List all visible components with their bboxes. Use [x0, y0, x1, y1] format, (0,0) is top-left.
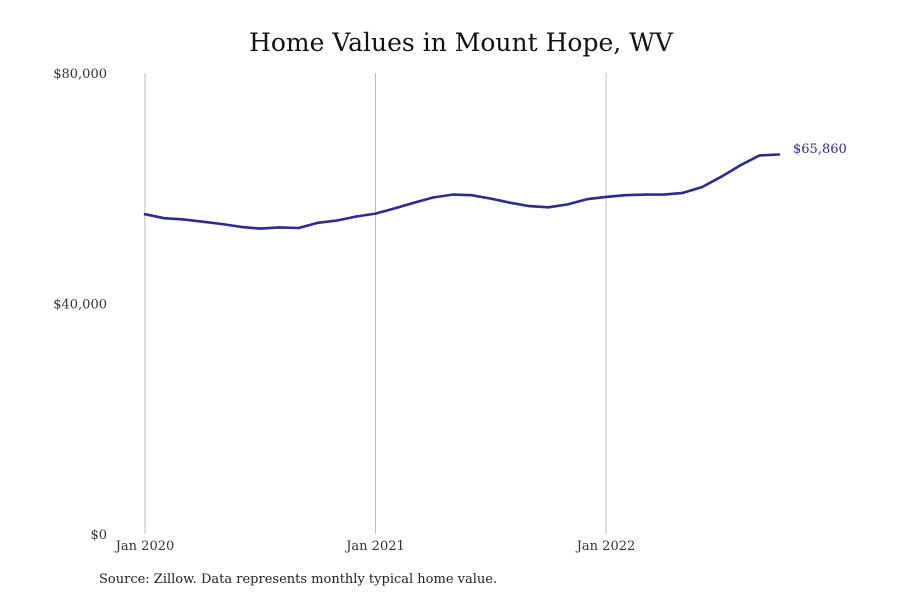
y-tick-label: $80,000 [53, 67, 107, 82]
y-axis-labels: $0 $40,000 $80,000 [53, 67, 107, 543]
data-point [547, 206, 550, 209]
x-tick-label: Jan 2021 [344, 539, 405, 554]
data-point [777, 153, 781, 156]
data-point [585, 198, 588, 201]
data-point [720, 175, 723, 178]
data-point [412, 201, 416, 204]
data-point [739, 164, 742, 167]
data-point [201, 220, 204, 223]
data-point [374, 212, 377, 215]
data-point [643, 193, 646, 196]
data-point [624, 194, 627, 197]
gridlines [144, 73, 607, 534]
data-point [259, 227, 262, 230]
data-point [182, 218, 185, 221]
data-point [431, 196, 435, 199]
data-point [470, 194, 473, 197]
data-point [316, 221, 320, 224]
data-point [604, 195, 608, 199]
series-line-0 [143, 153, 781, 230]
chart-title: Home Values in Mount Hope, WV [249, 28, 674, 57]
data-point [297, 226, 300, 230]
data-point [508, 201, 512, 204]
data-point [662, 193, 665, 196]
end-value-label: $65,860 [793, 142, 847, 157]
data-point [566, 203, 569, 206]
y-tick-label: $0 [90, 528, 107, 543]
data-point [143, 213, 147, 216]
data-point [528, 204, 531, 208]
y-tick-label: $40,000 [53, 298, 107, 313]
x-tick-label: Jan 2020 [114, 539, 175, 554]
data-point [355, 215, 358, 218]
data-point [700, 185, 704, 189]
data-point [278, 226, 281, 229]
series-layer [143, 153, 781, 230]
data-point [758, 154, 761, 157]
x-tick-label: Jan 2022 [575, 539, 636, 554]
source-note: Source: Zillow. Data represents monthly … [99, 572, 498, 587]
data-point [220, 222, 223, 226]
data-point [163, 217, 166, 220]
data-point [239, 225, 243, 229]
x-axis-labels: Jan 2020 Jan 2021 Jan 2022 [114, 539, 636, 554]
data-point [489, 197, 492, 200]
data-point [393, 207, 396, 210]
data-point [681, 191, 684, 195]
data-point [335, 219, 339, 222]
data-point [451, 193, 454, 196]
